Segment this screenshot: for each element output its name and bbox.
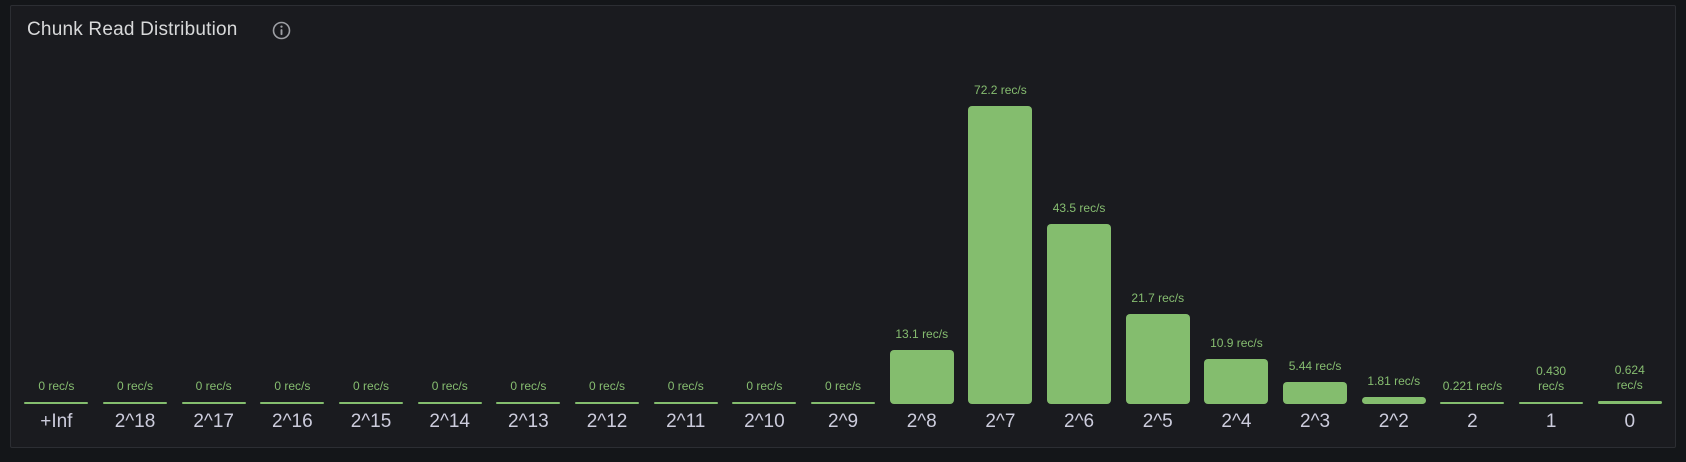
bar[interactable] (1125, 314, 1190, 404)
bar-column: 0 rec/s 2^16 (253, 379, 332, 435)
bar[interactable] (103, 402, 167, 404)
bar-column: 0 rec/s 2^11 (646, 379, 725, 435)
bar[interactable] (1519, 402, 1584, 404)
bar-category-label: 2^6 (1064, 411, 1095, 432)
bar-value-label: 0 rec/s (825, 379, 862, 393)
bar-chart: 0 rec/s +Inf 0 rec/s 2^18 0 rec/s 2^17 0 rec/s… (11, 83, 1675, 447)
bar[interactable] (1597, 401, 1662, 404)
bar-category-label: 2^15 (350, 411, 392, 432)
bar-category-label: 2^12 (586, 411, 628, 432)
bar[interactable] (339, 402, 404, 404)
panel-chunk-read-distribution: Chunk Read Distribution 0 rec/s +Inf 0 rec… (10, 5, 1676, 448)
bar-column: 0 rec/s 2^17 (174, 379, 253, 435)
bar-column: 21.7 rec/s 2^5 (1118, 291, 1197, 435)
bar-column: 0 rec/s 2^15 (332, 379, 411, 435)
bar-value-label: 0 rec/s (195, 379, 232, 393)
bar-column: 72.2 rec/s 2^7 (961, 83, 1040, 435)
bar[interactable] (1204, 359, 1269, 404)
bar[interactable] (732, 402, 797, 404)
bar-value-label: 0 rec/s (431, 379, 468, 393)
bar[interactable] (24, 402, 89, 404)
bar-value-label: 0 rec/s (510, 379, 547, 393)
bar-value-label: 5.44 rec/s (1288, 359, 1342, 373)
bar-category-label: +Inf (40, 411, 73, 432)
bar[interactable] (260, 402, 325, 404)
bar-column: 43.5 rec/s 2^6 (1040, 201, 1119, 435)
bar-category-label: 0 (1624, 411, 1636, 432)
bar-category-label: 2^8 (906, 411, 937, 432)
bar-category-label: 2^13 (508, 411, 549, 432)
bar-column: 0 rec/s 2^18 (96, 379, 175, 435)
bar-column: 0 rec/s 2^10 (725, 379, 804, 435)
bar-column: 13.1 rec/s 2^8 (882, 327, 961, 435)
bar-value-label: 0.221 rec/s (1442, 379, 1503, 393)
bar[interactable] (1047, 224, 1112, 404)
bar-value-label: 0 rec/s (667, 379, 704, 393)
bar-category-label: 2^16 (272, 411, 313, 432)
bar[interactable] (417, 402, 482, 404)
bar-category-label: 1 (1545, 411, 1557, 432)
bar-column: 5.44 rec/s 2^3 (1276, 359, 1355, 435)
bar-value-label: 1.81 rec/s (1367, 374, 1421, 388)
bar-column: 0 rec/s 2^12 (568, 379, 647, 435)
bar-value-label: 0 rec/s (746, 379, 783, 393)
bar-category-label: 2^14 (429, 411, 470, 432)
bar[interactable] (1440, 402, 1505, 404)
bar-category-label: 2^10 (744, 411, 785, 432)
bar[interactable] (968, 106, 1033, 404)
bar-value-label: 0 rec/s (117, 379, 154, 393)
bar[interactable] (496, 402, 561, 404)
bar-value-label: 0 rec/s (353, 379, 390, 393)
bar[interactable] (181, 402, 246, 404)
bar-value-label: 10.9 rec/s (1210, 336, 1263, 350)
bar-column: 0 rec/s 2^9 (804, 379, 883, 435)
bar-value-label: 21.7 rec/s (1131, 291, 1185, 305)
bar-category-label: 2^11 (666, 411, 706, 432)
bar-category-label: 2^5 (1142, 411, 1173, 432)
bar-value-label: 72.2 rec/s (974, 83, 1027, 97)
bar-category-label: 2^4 (1221, 411, 1252, 432)
bar-value-label: 0.430 rec/s (1536, 364, 1567, 393)
bar[interactable] (1283, 382, 1348, 404)
info-circle-icon[interactable] (272, 21, 291, 40)
bar-category-label: 2^9 (828, 411, 859, 432)
bar-value-label: 0 rec/s (274, 379, 311, 393)
bar-category-label: 2^7 (985, 411, 1016, 432)
bar[interactable] (811, 402, 876, 404)
bar-value-label: 13.1 rec/s (895, 327, 949, 341)
bar-column: 0 rec/s 2^13 (489, 379, 568, 435)
bar-category-label: 2^18 (114, 411, 156, 432)
bar[interactable] (889, 350, 954, 404)
bar-category-label: 2^3 (1300, 411, 1331, 432)
panel-title[interactable]: Chunk Read Distribution (27, 19, 238, 40)
bar-column: 0 rec/s +Inf (17, 379, 96, 435)
bar-value-label: 43.5 rec/s (1052, 201, 1106, 215)
bar-category-label: 2^2 (1378, 411, 1409, 432)
bar-column: 0.430 rec/s 1 (1512, 364, 1591, 435)
bar-column: 0.624 rec/s 0 (1590, 363, 1669, 435)
bar[interactable] (653, 402, 718, 404)
bar[interactable] (1361, 397, 1426, 404)
bar-category-label: 2^17 (193, 411, 234, 432)
bar-value-label: 0.624 rec/s (1614, 363, 1645, 392)
bar-column: 0.221 rec/s 2 (1433, 379, 1512, 435)
bar-column: 0 rec/s 2^14 (410, 379, 489, 435)
bar-column: 1.81 rec/s 2^2 (1354, 374, 1433, 435)
bar-value-label: 0 rec/s (38, 379, 75, 393)
bar[interactable] (575, 402, 640, 404)
panel-header: Chunk Read Distribution (11, 6, 1675, 41)
bar-value-label: 0 rec/s (589, 379, 626, 393)
bar-column: 10.9 rec/s 2^4 (1197, 336, 1276, 435)
bar-category-label: 2 (1467, 411, 1478, 432)
